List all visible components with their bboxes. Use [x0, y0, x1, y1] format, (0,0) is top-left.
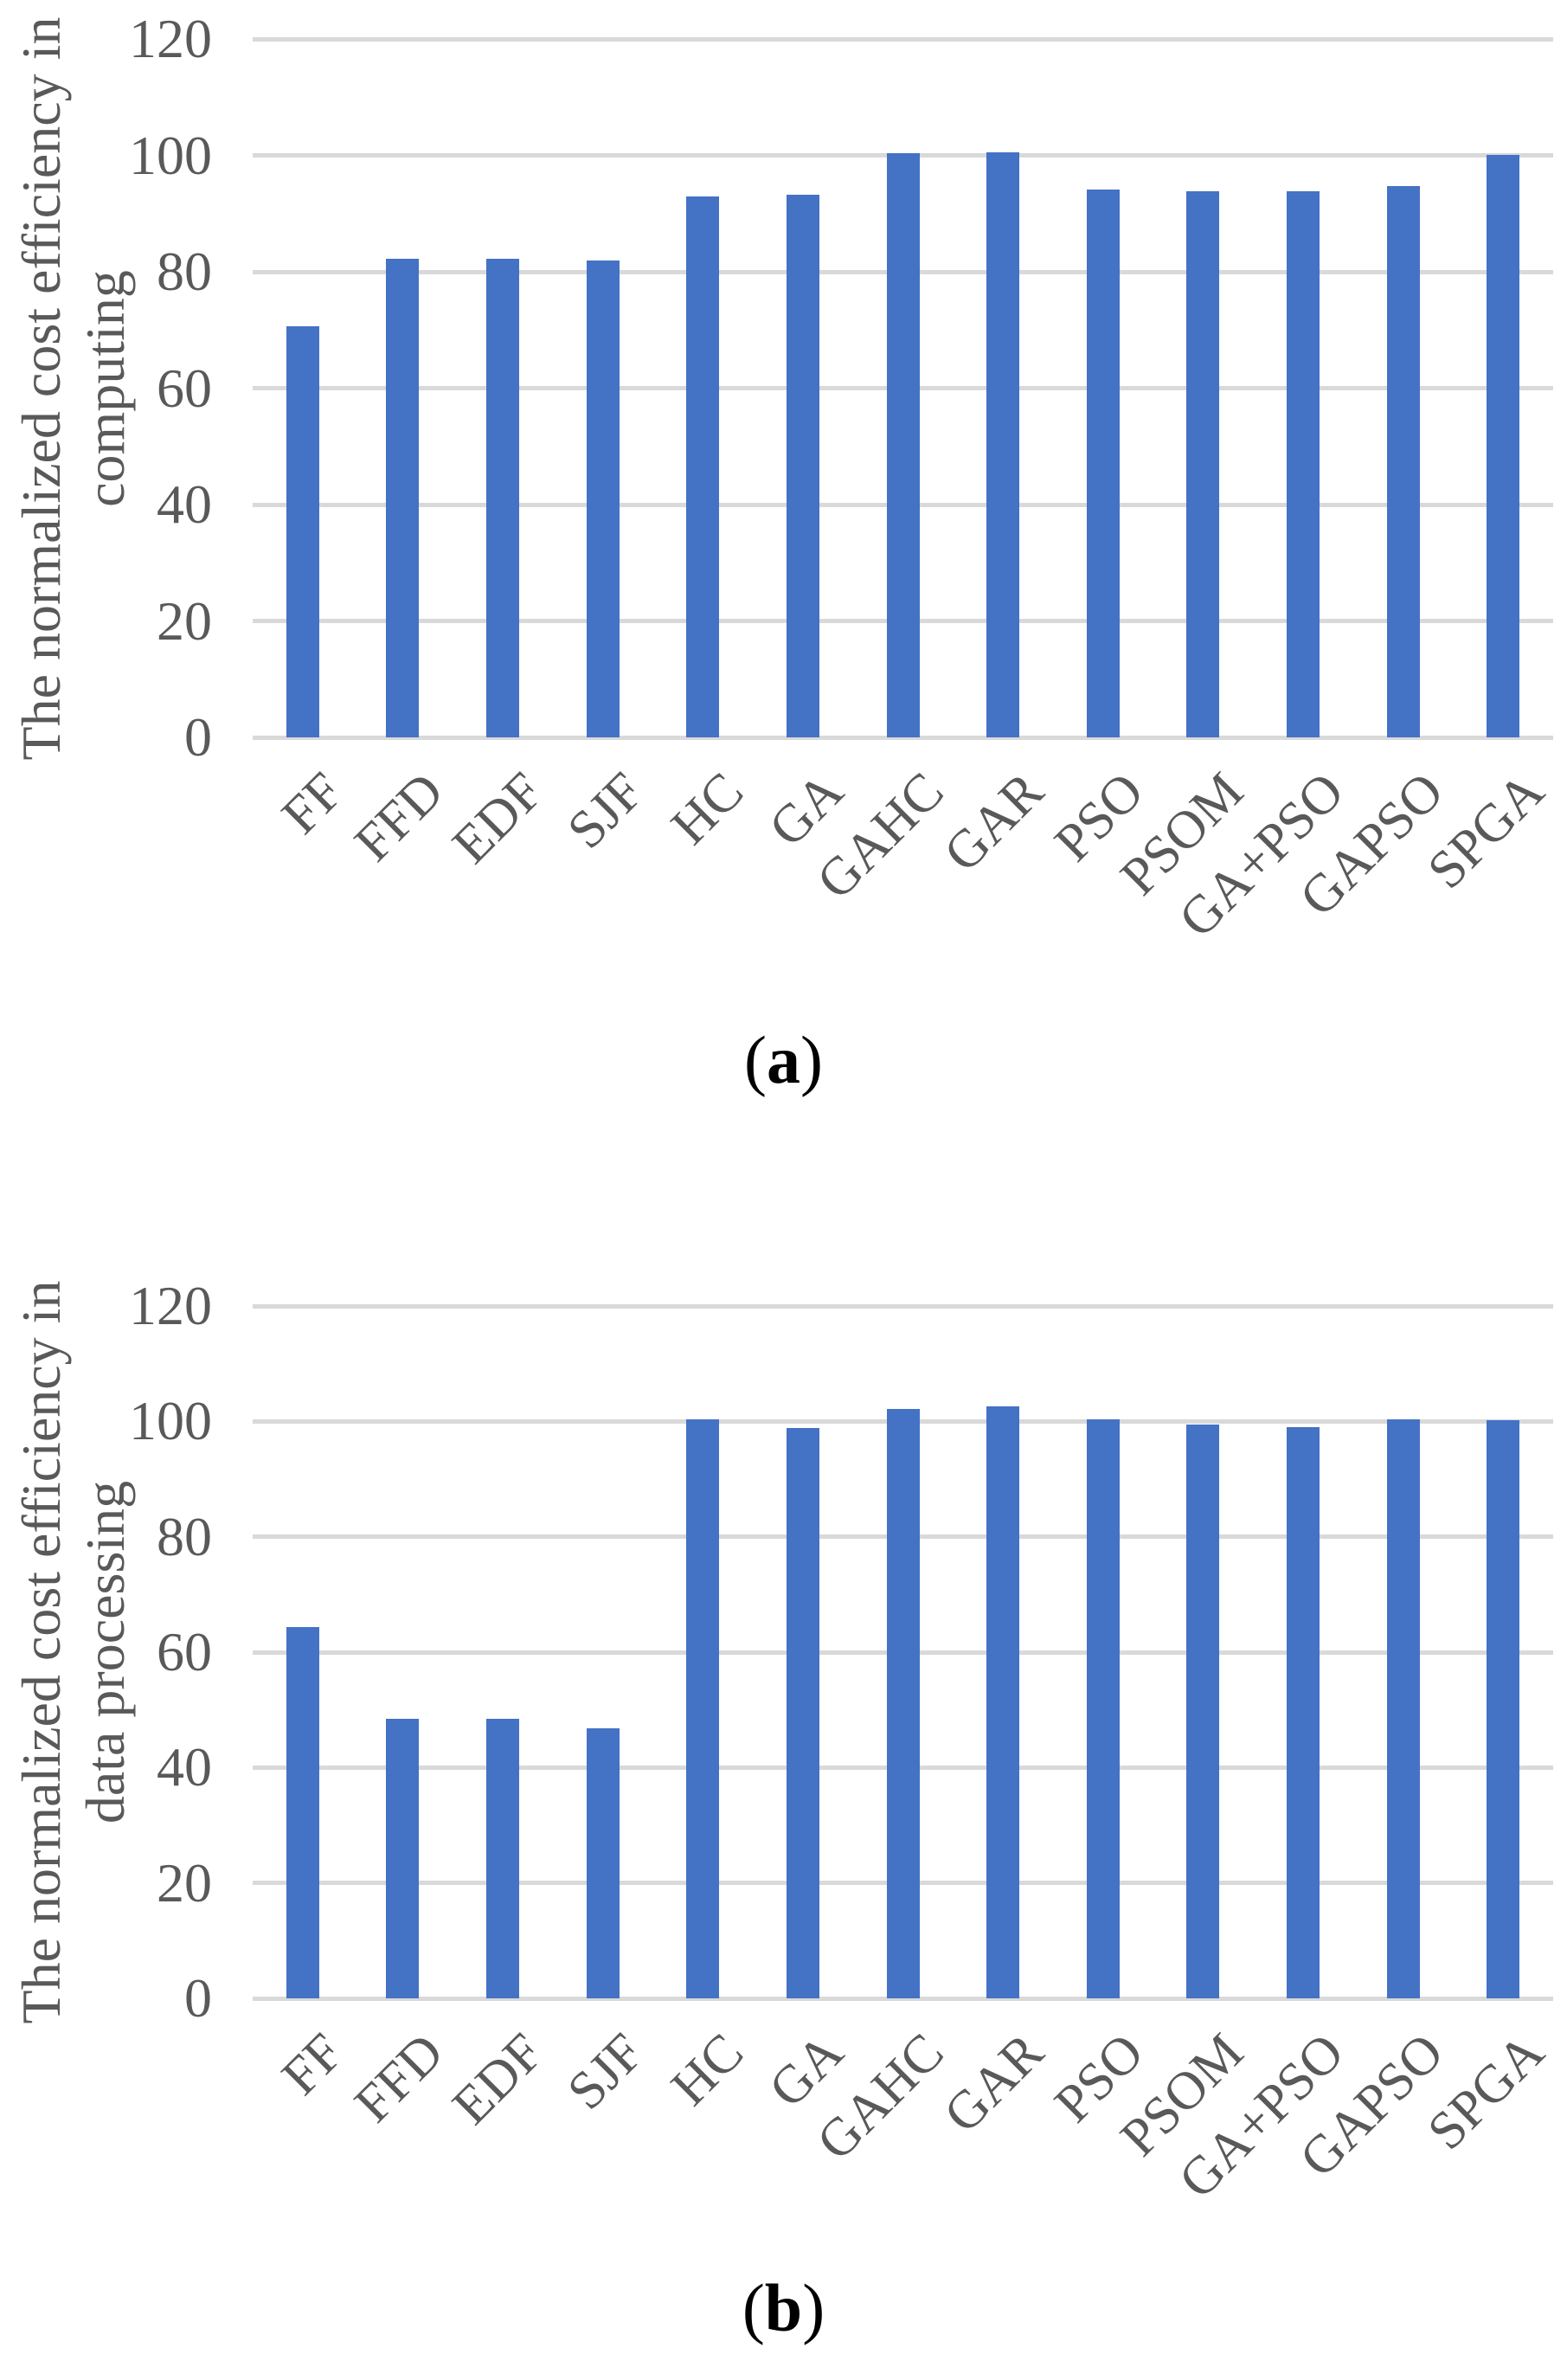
y-tick-label-b-0: 0 [184, 1967, 212, 2029]
x-tick-label-SPGA: SPGA [1416, 761, 1556, 901]
bar-FFD [386, 259, 419, 737]
bar-SJF [587, 1728, 620, 1998]
y-tick-label-a-20: 20 [157, 589, 212, 652]
caption-b-letter: b [764, 2270, 803, 2345]
bar-EDF [486, 259, 519, 737]
x-tick-label-FFD: FFD [343, 2022, 455, 2134]
x-tick-label-HC: HC [660, 2022, 755, 2117]
y-tick-label-a-0: 0 [184, 706, 212, 768]
y-tick-label-b-20: 20 [157, 1851, 212, 1914]
x-tick-label-GAR: GAR [933, 2022, 1056, 2145]
bar-GA [787, 1428, 819, 1998]
plot-area-b: 0 20 40 60 80 100 120 FF FFD EDF SJF HC GA GAHC GAR PSO… [0, 1186, 1567, 2380]
gridline-a-0 [253, 735, 1553, 740]
gridline-b-120 [253, 1303, 1553, 1309]
x-tick-label-SJF: SJF [556, 2022, 655, 2121]
x-tick-label-FFD: FFD [343, 761, 455, 873]
bar-HC [686, 196, 719, 737]
bar-PSO [1087, 190, 1120, 737]
bar-GAPSO [1387, 186, 1420, 737]
y-tick-label-b-80: 80 [157, 1505, 212, 1567]
gridline-a-120 [253, 36, 1553, 42]
y-tick-label-a-100: 100 [129, 124, 212, 186]
bar-PSOM [1186, 1425, 1219, 1998]
bar-FF [286, 326, 319, 737]
bar-FFD [386, 1719, 419, 1998]
bar-GAR [986, 1406, 1019, 1998]
x-tick-label-SPGA: SPGA [1416, 2022, 1556, 2162]
y-tick-label-b-60: 60 [157, 1621, 212, 1682]
y-tick-label-a-60: 60 [157, 357, 212, 419]
bar-PSO [1087, 1419, 1120, 1998]
bar-GAHC [887, 1409, 920, 1998]
y-tick-label-a-80: 80 [157, 241, 212, 302]
bar-GAPSO [1387, 1419, 1420, 1998]
x-tick-label-EDF: EDF [441, 2022, 556, 2136]
caption-b-close-paren: ) [802, 2270, 825, 2345]
x-tick-label-FF: FF [270, 2022, 355, 2107]
caption-b-open-paren: ( [742, 2270, 765, 2345]
x-tick-label-FF: FF [270, 761, 355, 846]
x-tick-label-SJF: SJF [556, 761, 655, 860]
caption-a: (a) [0, 1021, 1567, 1099]
bar-SPGA [1487, 1420, 1519, 1998]
gridline-b-0 [253, 1996, 1553, 2001]
bar-SPGA [1487, 155, 1519, 737]
bar-GA+PSO [1287, 191, 1320, 737]
bar-FF [286, 1627, 319, 1998]
y-tick-label-b-40: 40 [157, 1736, 212, 1798]
x-tick-label-GAR: GAR [933, 761, 1056, 884]
caption-a-close-paren: ) [800, 1022, 823, 1097]
caption-b: (b) [0, 2269, 1567, 2347]
chart-a: The normalized cost efficiency in computi… [0, 8, 1567, 1099]
chart-b: The normalized cost efficiency in data pr… [0, 1186, 1567, 2380]
bar-GA+PSO [1287, 1427, 1320, 1998]
bar-HC [686, 1419, 719, 1998]
bar-SJF [587, 261, 620, 737]
x-tick-label-HC: HC [660, 761, 755, 856]
bar-GA [787, 195, 819, 737]
bar-EDF [486, 1719, 519, 1998]
bar-PSOM [1186, 191, 1219, 737]
caption-a-open-paren: ( [744, 1022, 767, 1097]
bar-GAHC [887, 153, 920, 737]
y-tick-label-b-120: 120 [129, 1275, 212, 1336]
caption-a-letter: a [767, 1022, 800, 1097]
plot-area-a: 0 20 40 60 80 100 120 FF FFD EDF SJF HC GA GAHC GAR PSO… [129, 8, 1556, 949]
y-tick-label-a-40: 40 [157, 473, 212, 535]
y-tick-label-b-100: 100 [129, 1390, 212, 1452]
bar-GAR [986, 152, 1019, 737]
y-tick-label-a-120: 120 [129, 8, 212, 69]
x-tick-label-EDF: EDF [441, 761, 556, 875]
